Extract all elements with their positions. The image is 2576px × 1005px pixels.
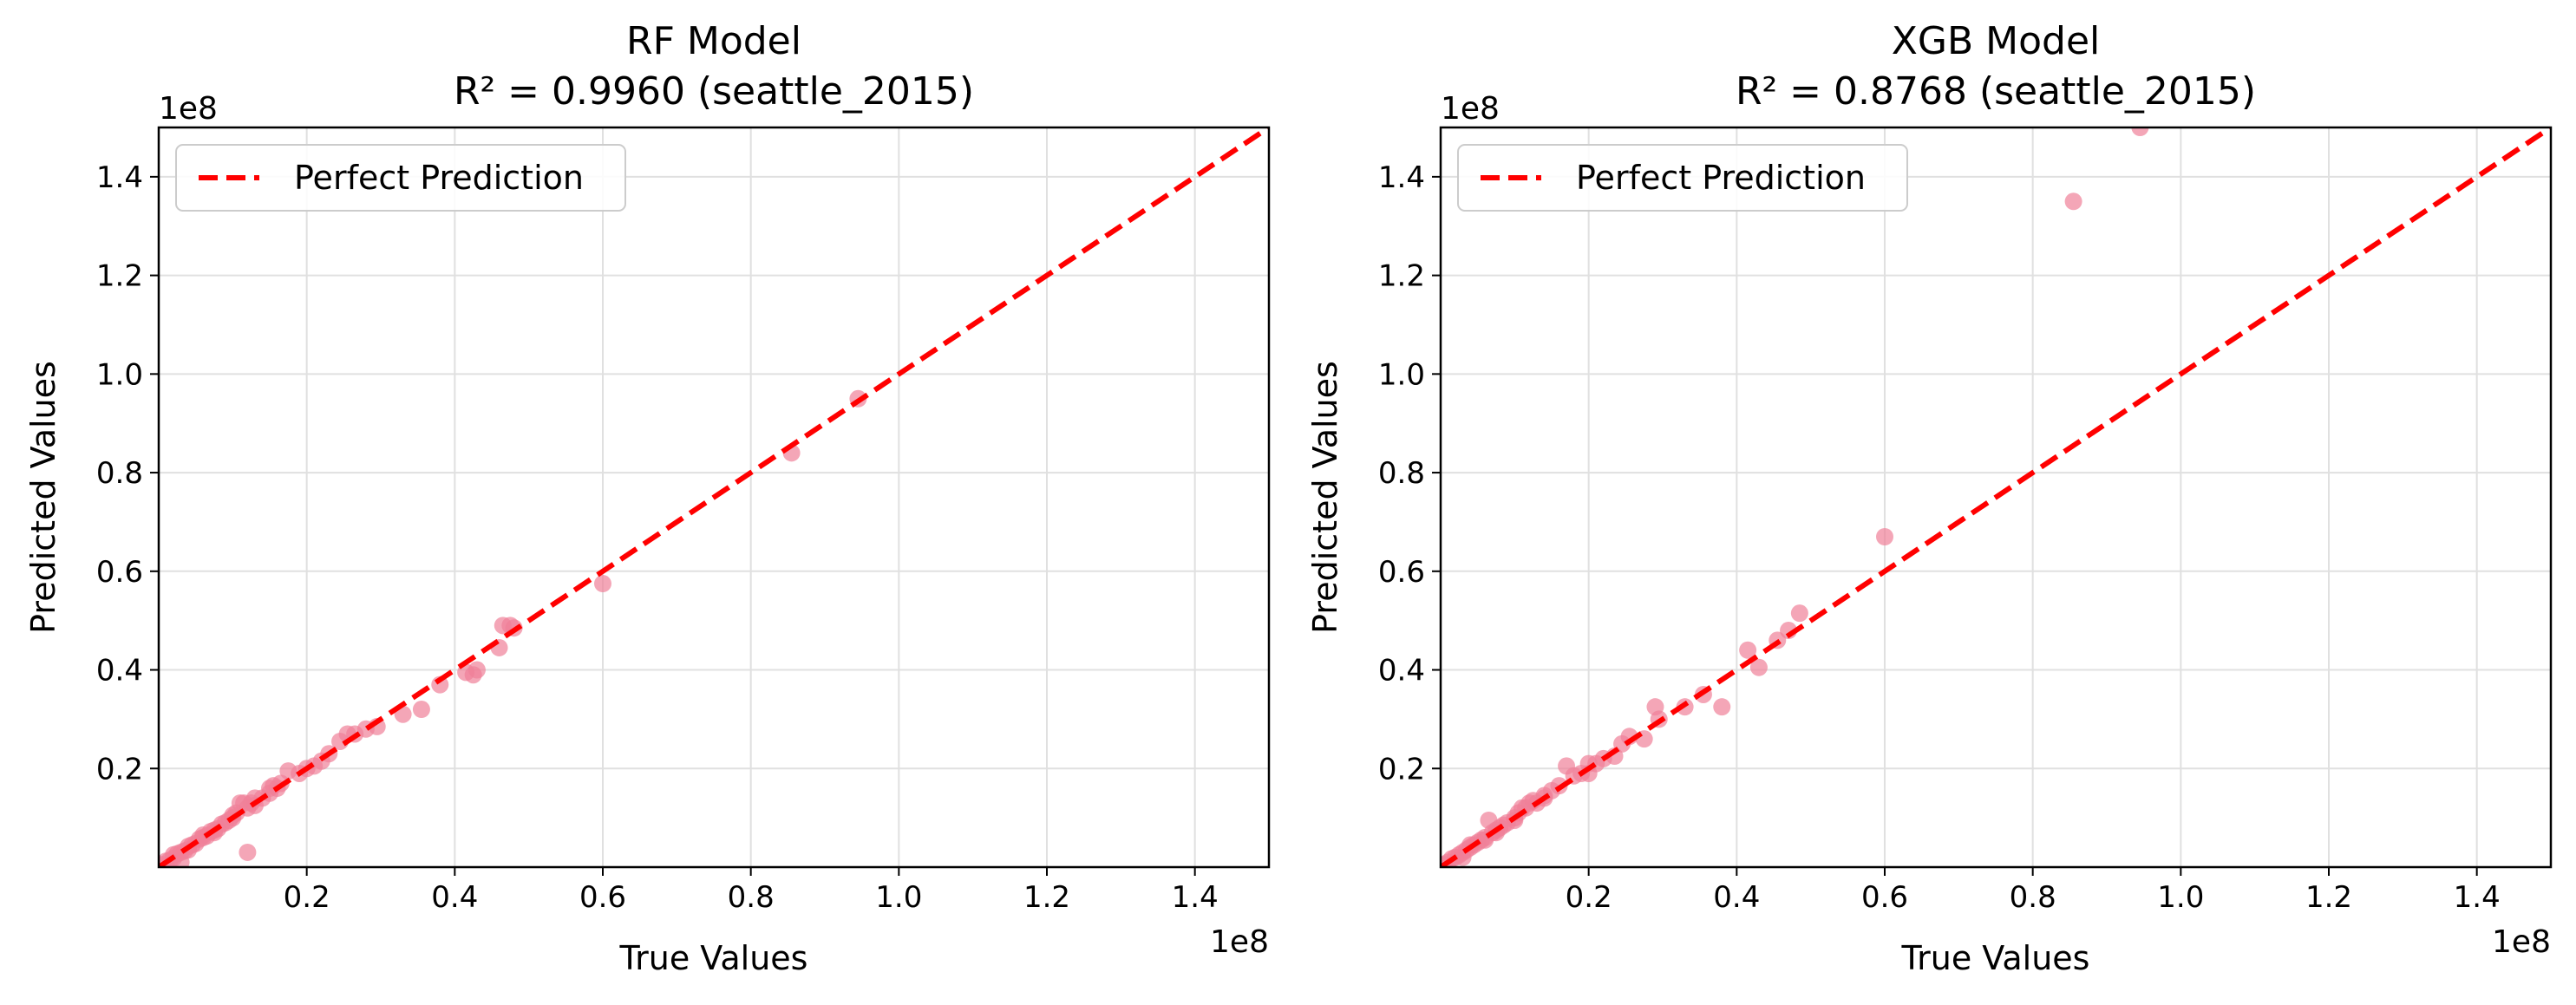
chart-title: XGB Model (1892, 19, 2101, 63)
x-tick-label: 0.4 (1713, 880, 1760, 915)
x-tick-label: 0.8 (728, 880, 775, 915)
axes-frame (157, 126, 1271, 869)
x-tick-label: 1.0 (2157, 880, 2204, 915)
x-axis-label: True Values (619, 939, 808, 977)
legend: Perfect Prediction (175, 144, 626, 212)
x-offset-label: 1e8 (2492, 924, 2551, 960)
x-tick-label: 0.6 (1861, 880, 1908, 915)
scatter-point (2131, 127, 2149, 136)
legend: Perfect Prediction (1457, 144, 1908, 212)
y-tick-label: 1.4 (96, 160, 143, 195)
xgb-model-panel: 0.2 0.4 0.6 0.8 1.0 1.2 1.4 0.2 0.4 0.6 0.8 1.0 1.2 1… (1306, 19, 2553, 977)
x-tick-label: 1.2 (1023, 880, 1070, 915)
x-axis-label: True Values (1901, 939, 2090, 977)
x-tick-label: 0.4 (431, 880, 478, 915)
x-tick-label: 1.4 (1172, 880, 1219, 915)
chart-title: RF Model (626, 19, 801, 63)
y-tick-label: 0.2 (96, 752, 143, 786)
scatter-point (1713, 698, 1731, 716)
legend-entry: Perfect Prediction (1576, 159, 1866, 197)
scatter-point (239, 843, 257, 861)
x-tick-label: 0.6 (579, 880, 626, 915)
scatter-point (1790, 604, 1808, 623)
legend-box (175, 144, 626, 212)
y-tick-label: 0.4 (1378, 654, 1425, 688)
y-tick-label: 0.4 (96, 654, 143, 688)
legend-box (1457, 144, 1908, 212)
perfect-prediction-line (159, 127, 1269, 867)
y-tick-label: 1.2 (96, 259, 143, 294)
y-offset-label: 1e8 (159, 91, 218, 127)
y-tick-label: 1.4 (1378, 160, 1425, 195)
x-tick-label: 0.8 (2010, 880, 2056, 915)
y-axis-label: Predicted Values (1306, 361, 1344, 634)
y-tick-label: 0.2 (1378, 752, 1425, 786)
rf-model-panel: 0.2 0.4 0.6 0.8 1.0 1.2 1.4 0.2 0.4 0.6 0.8 1.0 1.2 1… (24, 19, 1271, 977)
y-tick-label: 1.0 (96, 357, 143, 392)
scatter-points (1441, 127, 2149, 867)
y-tick-label: 0.8 (1378, 456, 1425, 491)
scatter-point (261, 780, 278, 798)
y-tick-label: 0.8 (96, 456, 143, 491)
y-offset-label: 1e8 (1441, 91, 1500, 127)
x-offset-label: 1e8 (1210, 924, 1269, 960)
scatter-point (2064, 193, 2082, 211)
scatter-point (1876, 527, 1893, 545)
perfect-prediction-line (1441, 127, 2551, 867)
scatter-point (412, 701, 430, 719)
scatter-point (594, 575, 611, 593)
x-tick-label: 1.4 (2454, 880, 2501, 915)
x-tick-label: 1.2 (2305, 880, 2352, 915)
scatter-point (1749, 658, 1768, 676)
legend-entry: Perfect Prediction (294, 159, 584, 197)
x-tick-label: 0.2 (1566, 880, 1612, 915)
scatter-point (467, 661, 486, 679)
x-tick-label: 1.0 (875, 880, 922, 915)
y-tick-label: 1.2 (1378, 259, 1425, 294)
y-tick-label: 1.0 (1378, 357, 1425, 392)
x-tick-label: 0.2 (284, 880, 330, 915)
y-axis-label: Predicted Values (24, 361, 62, 634)
y-tick-label: 0.6 (1378, 555, 1425, 590)
axes-frame (1439, 126, 2553, 869)
scatter-point (1739, 641, 1757, 659)
chart-subtitle: R² = 0.9960 (seattle_2015) (454, 69, 974, 114)
chart-subtitle: R² = 0.8768 (seattle_2015) (1736, 69, 2256, 114)
y-tick-label: 0.6 (96, 555, 143, 590)
